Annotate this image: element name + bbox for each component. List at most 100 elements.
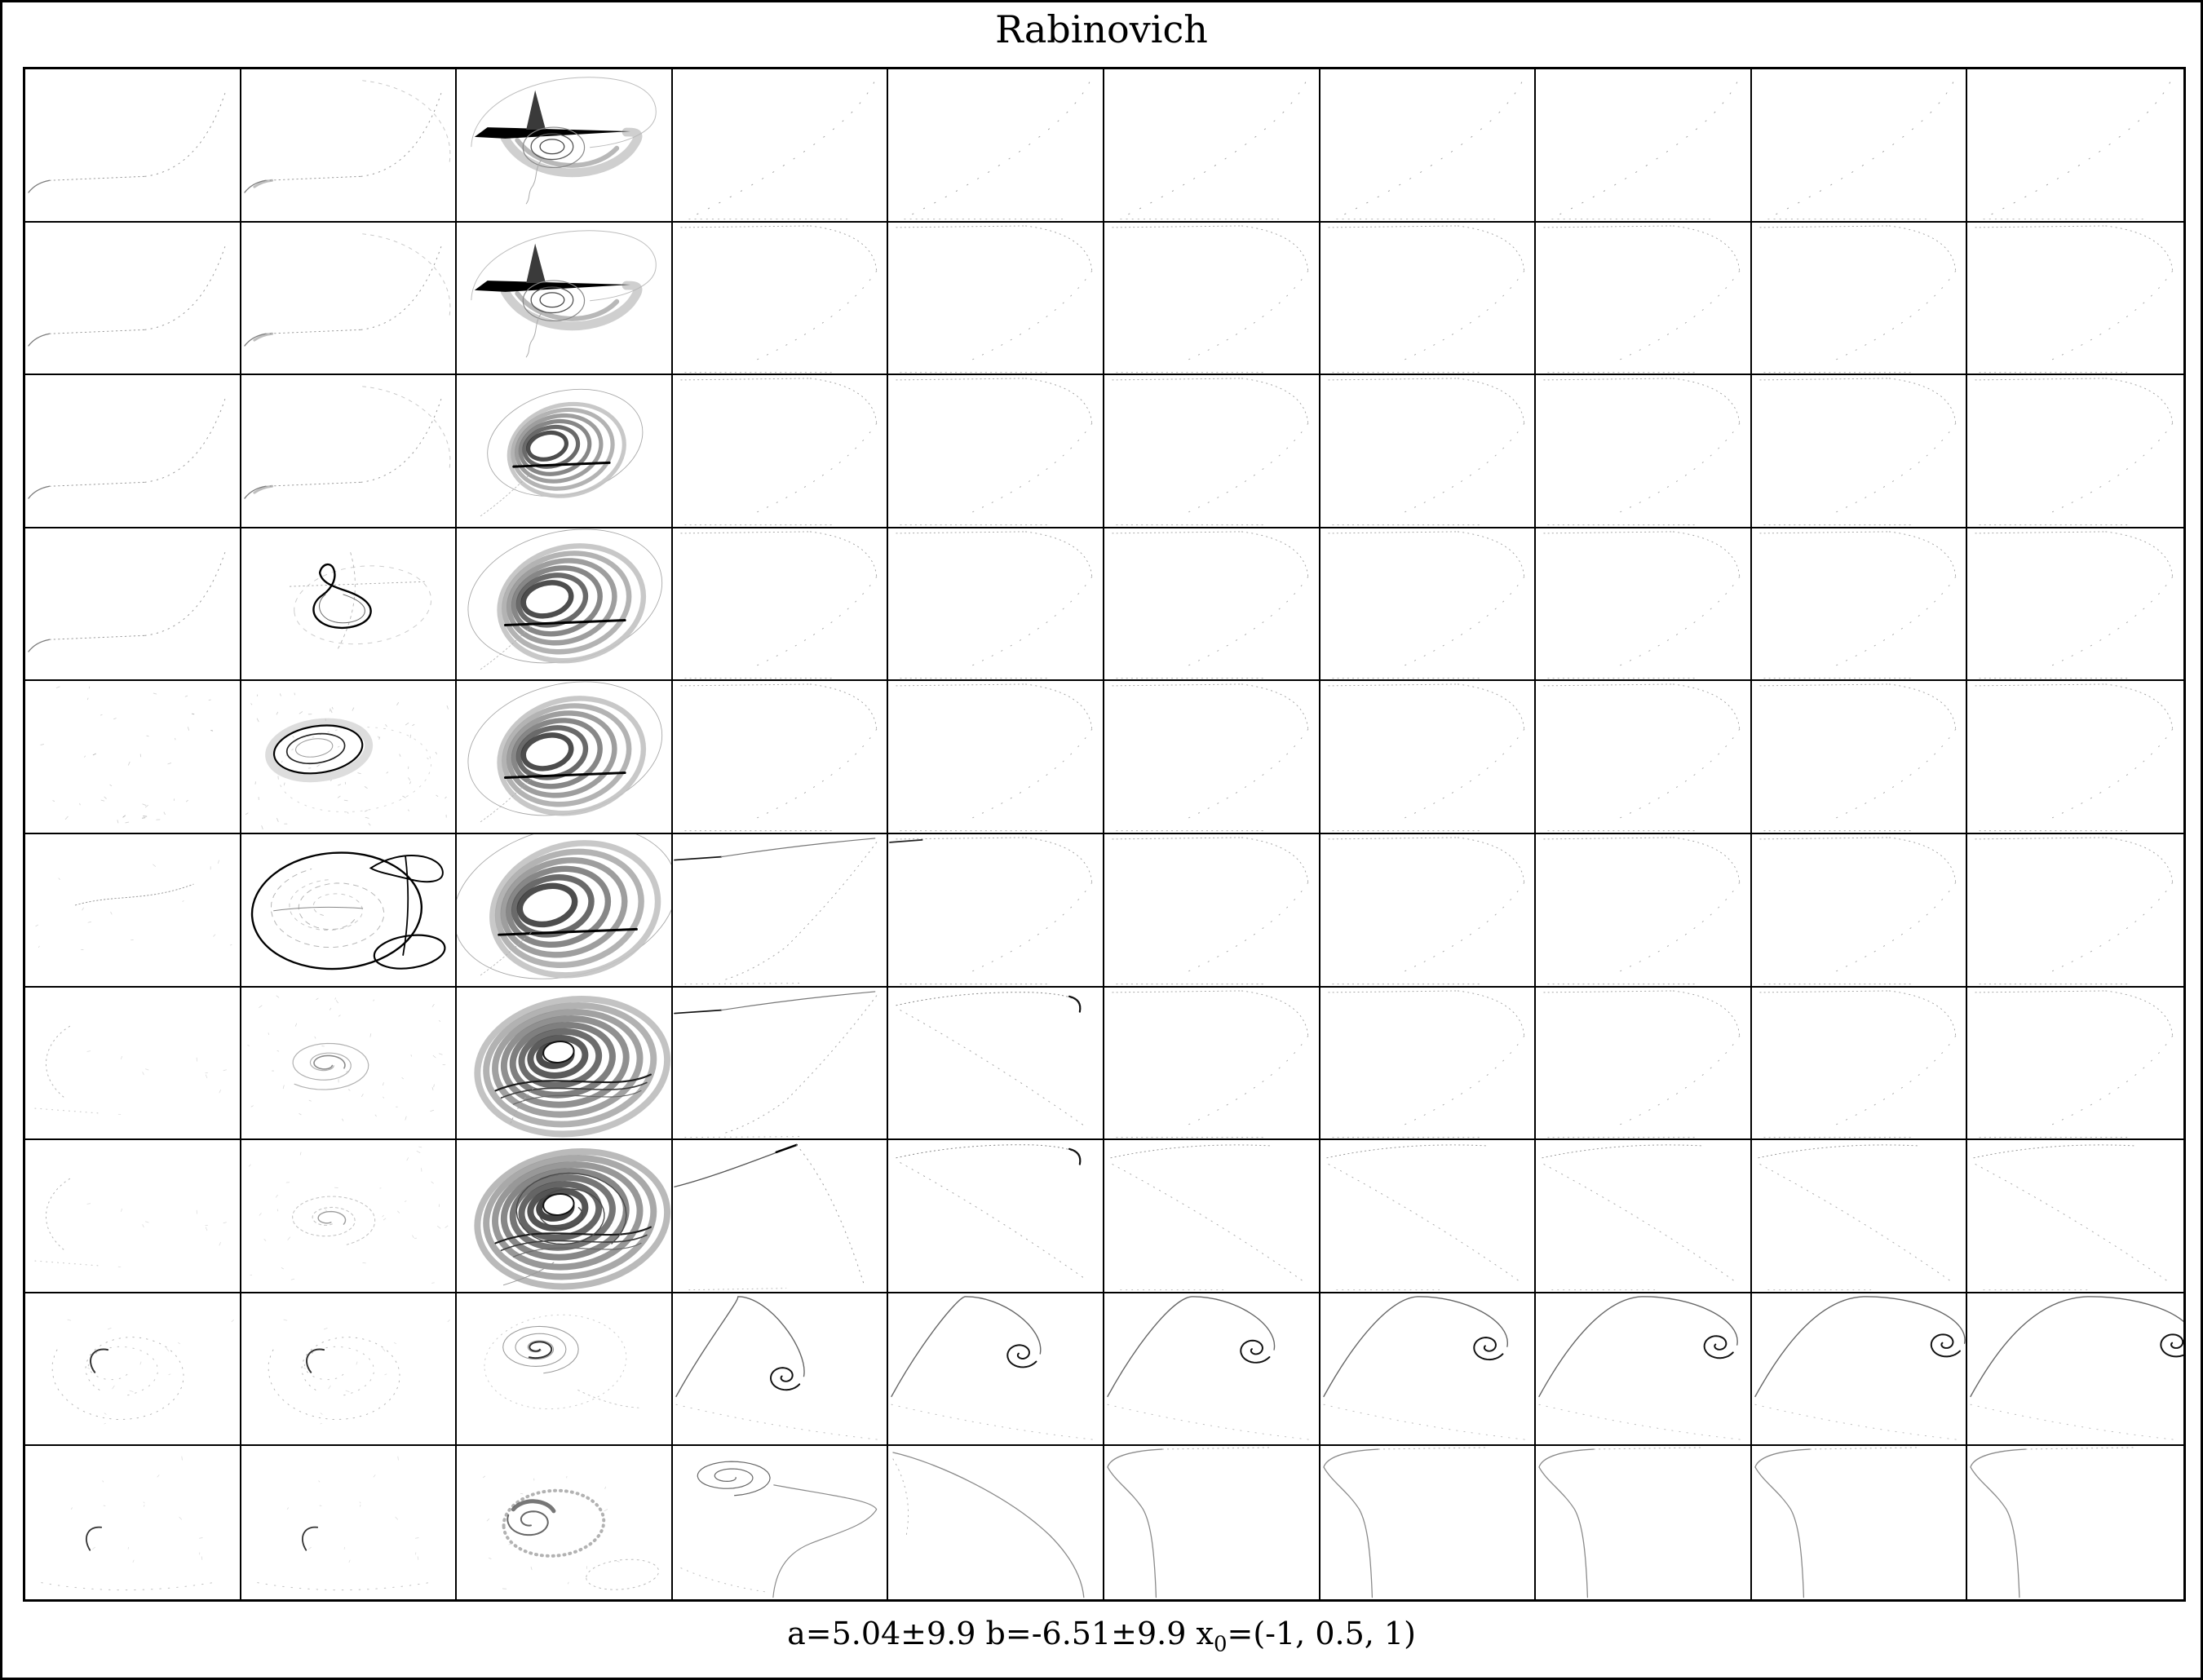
plot-cell xyxy=(888,834,1104,988)
plot-cell xyxy=(1751,987,1968,1141)
phase-portrait xyxy=(1543,225,1741,373)
phase-portrait xyxy=(1543,378,1741,526)
plot-cell xyxy=(241,834,458,988)
plot-cell xyxy=(672,1446,889,1599)
plot-cell xyxy=(1536,681,1752,834)
phase-portrait xyxy=(245,692,449,830)
plot-cell xyxy=(1104,222,1320,376)
plot-cell xyxy=(1536,834,1752,988)
phase-portrait xyxy=(248,1146,448,1284)
phase-portrait xyxy=(1543,683,1741,832)
phase-portrait xyxy=(479,389,644,518)
plot-cell xyxy=(1104,1293,1320,1447)
plot-cell xyxy=(888,375,1104,528)
plot-cell xyxy=(1104,681,1320,834)
plot-cell xyxy=(1967,528,2183,682)
phase-portrait xyxy=(1970,1296,2183,1440)
phase-portrait xyxy=(1112,225,1309,373)
phase-portrait xyxy=(1110,1144,1307,1291)
phase-portrait xyxy=(474,995,671,1138)
phase-portrait xyxy=(289,551,431,652)
plot-cell xyxy=(1320,69,1537,223)
plot-cell xyxy=(1967,69,2183,223)
phase-portrait xyxy=(674,1143,865,1291)
plot-cell xyxy=(25,1293,241,1447)
phase-portrait xyxy=(41,1457,214,1591)
plot-cell xyxy=(1967,1293,2183,1447)
plot-cell xyxy=(457,69,673,223)
phase-portrait xyxy=(1112,531,1309,679)
phase-portrait xyxy=(896,683,1093,832)
phase-portrait xyxy=(484,1314,639,1409)
phase-portrait xyxy=(34,1178,227,1268)
plot-cell xyxy=(1967,681,2183,834)
phase-portrait xyxy=(474,1148,671,1290)
plot-cell xyxy=(25,987,241,1141)
phase-portrait xyxy=(1754,1296,1966,1440)
plot-cell xyxy=(1320,681,1537,834)
phase-portrait xyxy=(1759,990,1957,1138)
phase-portrait xyxy=(246,995,445,1121)
plot-cell xyxy=(1536,69,1752,223)
plot-cell xyxy=(457,834,673,988)
plot-cell xyxy=(1967,222,2183,376)
plot-cell xyxy=(1320,834,1537,988)
plot-cell xyxy=(1104,528,1320,682)
phase-portrait xyxy=(1322,1296,1529,1440)
phase-portrait xyxy=(1328,378,1524,526)
plot-cell xyxy=(25,69,241,223)
plot-cell xyxy=(1751,1140,1968,1293)
plot-cell xyxy=(888,1140,1104,1293)
phase-portrait xyxy=(34,1025,227,1115)
plot-cell xyxy=(241,375,458,528)
plot-cell xyxy=(672,987,889,1141)
plot-cell xyxy=(1536,375,1752,528)
phase-portrait xyxy=(1328,990,1524,1138)
plot-cell xyxy=(241,528,458,682)
phase-portrait xyxy=(680,1461,878,1598)
phase-portrait xyxy=(889,837,1093,985)
phase-portrait xyxy=(896,991,1088,1128)
phase-portrait xyxy=(1322,1447,1487,1598)
plot-cell xyxy=(1967,1446,2183,1599)
plot-cell xyxy=(1751,375,1968,528)
plot-cell xyxy=(25,834,241,988)
phase-portrait xyxy=(457,834,671,979)
plot-cell xyxy=(241,69,458,223)
phase-portrait xyxy=(1970,1447,2135,1598)
plot-cell xyxy=(1751,1446,1968,1599)
plot-cell xyxy=(1536,222,1752,376)
phase-portrait xyxy=(1759,683,1957,832)
plot-cell xyxy=(457,528,673,682)
plot-cell xyxy=(888,222,1104,376)
plot-cell xyxy=(672,69,889,223)
caption-subscript: 0 xyxy=(1213,1632,1228,1657)
phase-portrait xyxy=(1975,990,2174,1138)
phase-portrait xyxy=(1759,837,1957,985)
phase-portrait xyxy=(1543,531,1741,679)
plot-cell xyxy=(1967,987,2183,1141)
plot-cell xyxy=(457,987,673,1141)
phase-portrait xyxy=(268,1319,450,1425)
plot-cell xyxy=(672,1293,889,1447)
phase-portrait xyxy=(1112,837,1309,985)
phase-portrait xyxy=(28,399,226,499)
plot-cell xyxy=(672,1140,889,1293)
phase-portrait xyxy=(51,1319,234,1425)
phase-portrait xyxy=(1758,1144,1955,1291)
plot-cell xyxy=(25,1140,241,1293)
phase-portrait xyxy=(28,93,226,193)
phase-portrait xyxy=(1328,531,1524,679)
plot-cell xyxy=(241,987,458,1141)
phase-portrait xyxy=(680,683,878,832)
plot-cell xyxy=(1751,222,1968,376)
plot-cell xyxy=(457,1446,673,1599)
phase-portrait xyxy=(1543,990,1741,1138)
phase-portrait xyxy=(471,77,657,205)
plot-cell xyxy=(1536,1140,1752,1293)
caption-main: a=5.04±9.9 b=-6.51±9.9 x xyxy=(787,1616,1214,1651)
plot-cell xyxy=(888,1293,1104,1447)
phase-portrait xyxy=(1983,80,2172,220)
plot-cell xyxy=(457,1293,673,1447)
plot-cell xyxy=(1536,528,1752,682)
